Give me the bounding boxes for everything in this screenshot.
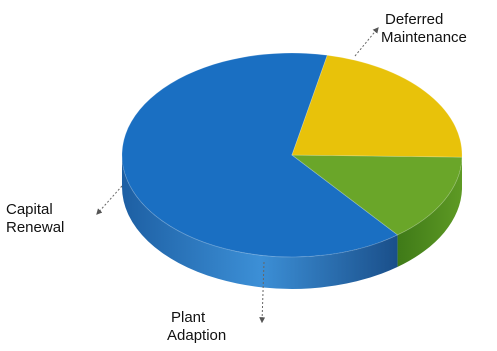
slice-plant (291, 54, 463, 158)
leader-deferred (354, 27, 379, 57)
side-capital (397, 157, 462, 267)
slice-capital (290, 154, 463, 236)
pie-slices (121, 52, 463, 258)
label-plant-line1: Plant (171, 309, 206, 326)
label-deferred-line2: Maintenance (381, 29, 467, 46)
label-capital-line2: Renewal (6, 219, 64, 236)
label-plant-line2: Adaption (167, 327, 226, 344)
label-capital-line1: Capital (6, 201, 53, 218)
label-deferred-line1: Deferred (385, 11, 443, 28)
pie-sides (122, 155, 463, 289)
slice-deferred (121, 52, 399, 258)
leader-capital (96, 185, 123, 215)
side-deferred (122, 155, 398, 289)
